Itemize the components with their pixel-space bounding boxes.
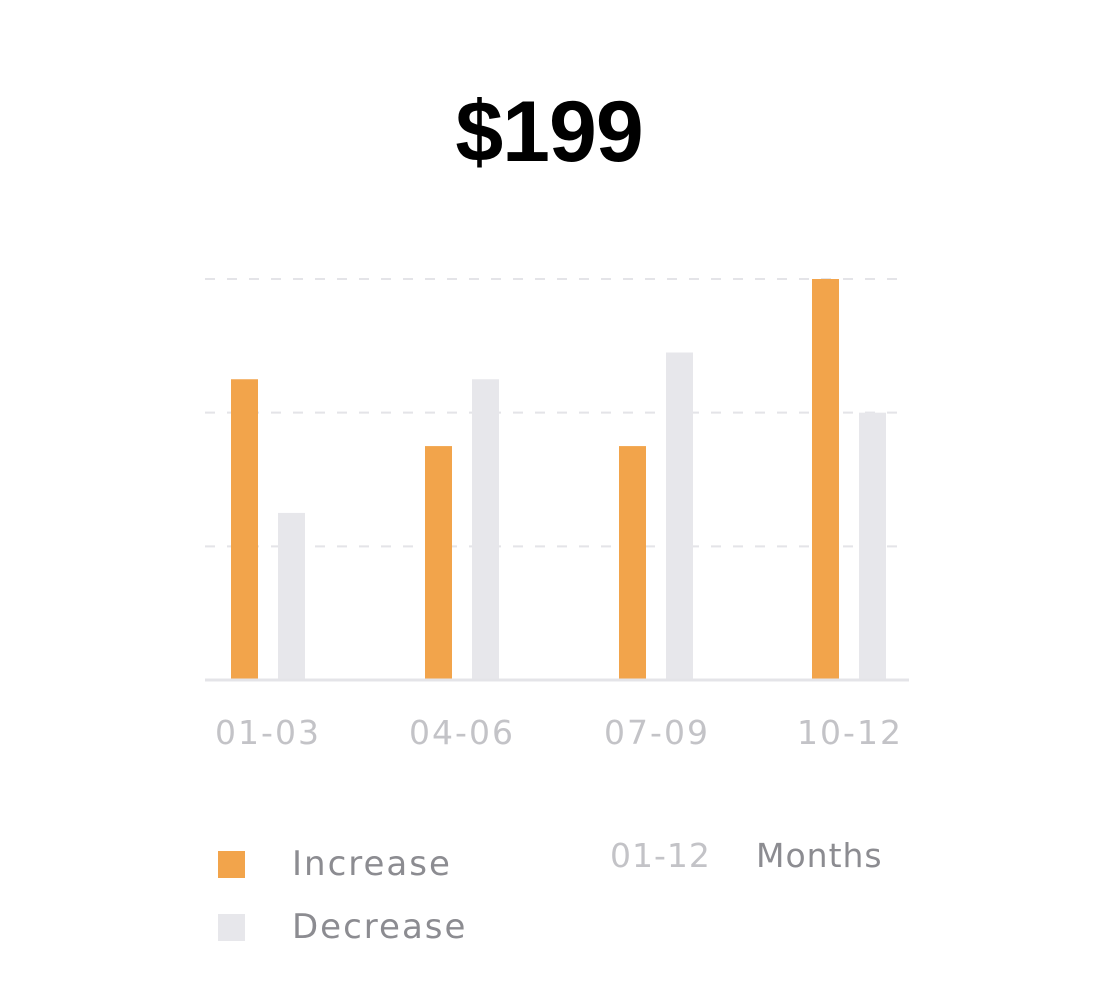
x-tick-labels: 01-03 04-06 07-09 10-12 — [215, 713, 903, 752]
x-tick-label-04-06: 04-06 — [409, 713, 515, 752]
x-tick-label-01-03: 01-03 — [215, 713, 321, 752]
bars — [231, 279, 886, 680]
period-range: 01-12 — [610, 836, 711, 875]
grid-lines — [205, 278, 909, 548]
x-tick-label-07-09: 07-09 — [604, 713, 710, 752]
period-unit: Months — [756, 836, 883, 875]
bar-decrease-07-09 — [666, 352, 693, 680]
legend-item-decrease: Decrease — [218, 907, 465, 947]
bar-increase-10-12 — [812, 279, 839, 680]
bar-decrease-01-03 — [278, 512, 305, 680]
total-amount: $199 — [455, 84, 643, 180]
bar-increase-04-06 — [425, 446, 452, 680]
x-tick-label-10-12: 10-12 — [797, 713, 903, 752]
bar-decrease-04-06 — [472, 379, 499, 680]
bar-decrease-10-12 — [859, 412, 886, 680]
bar-increase-07-09 — [619, 446, 646, 680]
legend-swatch-increase — [218, 850, 245, 878]
bar-increase-01-03 — [231, 379, 258, 680]
legend-item-increase: Increase — [218, 844, 450, 884]
legend-swatch-decrease — [218, 913, 245, 941]
legend-label-increase: Increase — [292, 844, 452, 884]
legend-label-decrease: Decrease — [292, 907, 468, 947]
